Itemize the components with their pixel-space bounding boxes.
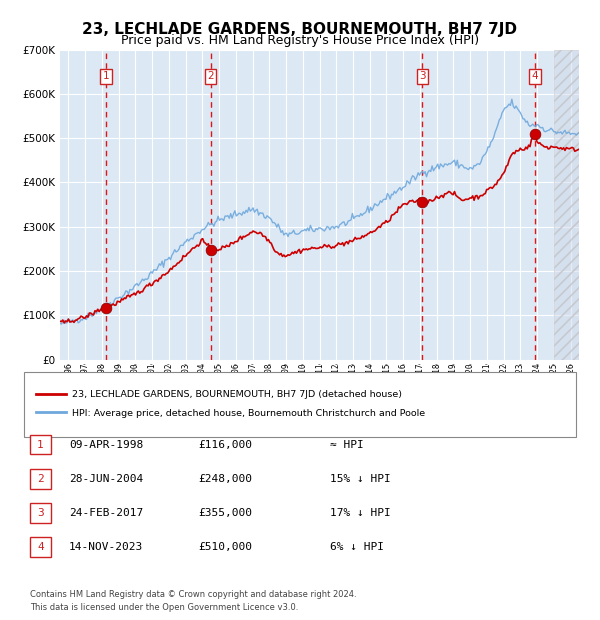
Text: 2024: 2024 [533, 363, 542, 381]
Text: 2014: 2014 [365, 363, 374, 381]
Text: £355,000: £355,000 [198, 508, 252, 518]
Text: £510,000: £510,000 [198, 542, 252, 552]
Text: 1996: 1996 [64, 363, 73, 381]
Text: 17% ↓ HPI: 17% ↓ HPI [330, 508, 391, 518]
Point [418, 197, 427, 207]
Text: 15% ↓ HPI: 15% ↓ HPI [330, 474, 391, 484]
Text: 2: 2 [207, 71, 214, 81]
Text: 2011: 2011 [315, 363, 324, 381]
Text: 3: 3 [419, 71, 426, 81]
Text: 2012: 2012 [332, 363, 341, 381]
Text: 2008: 2008 [265, 363, 274, 381]
Text: 3: 3 [37, 508, 44, 518]
Text: 1997: 1997 [80, 363, 89, 381]
Text: 23, LECHLADE GARDENS, BOURNEMOUTH, BH7 7JD: 23, LECHLADE GARDENS, BOURNEMOUTH, BH7 7… [83, 22, 517, 37]
Text: 2020: 2020 [466, 363, 475, 381]
Point [101, 303, 111, 313]
Text: 2002: 2002 [164, 363, 173, 381]
Text: ≈ HPI: ≈ HPI [330, 440, 364, 450]
Text: 2023: 2023 [516, 363, 525, 381]
Text: 23, LECHLADE GARDENS, BOURNEMOUTH, BH7 7JD (detached house): 23, LECHLADE GARDENS, BOURNEMOUTH, BH7 7… [72, 391, 402, 399]
Text: 1999: 1999 [114, 363, 123, 381]
Bar [554, 50, 579, 360]
Text: 2009: 2009 [281, 363, 290, 381]
Text: 28-JUN-2004: 28-JUN-2004 [69, 474, 143, 484]
Text: £116,000: £116,000 [198, 440, 252, 450]
Text: 2016: 2016 [399, 363, 408, 381]
Text: 2005: 2005 [215, 363, 224, 381]
Text: 1: 1 [37, 440, 44, 450]
Point [206, 245, 215, 255]
Text: 6% ↓ HPI: 6% ↓ HPI [330, 542, 384, 552]
Text: 2015: 2015 [382, 363, 391, 381]
Text: 1: 1 [103, 71, 110, 81]
Text: 2018: 2018 [432, 363, 441, 381]
Text: 4: 4 [532, 71, 538, 81]
Text: 2000: 2000 [131, 363, 140, 381]
Text: £248,000: £248,000 [198, 474, 252, 484]
Text: 2001: 2001 [148, 363, 157, 381]
Point [530, 129, 540, 139]
Text: 4: 4 [37, 542, 44, 552]
Text: 2: 2 [37, 474, 44, 484]
Text: 2025: 2025 [550, 363, 559, 381]
Text: 1998: 1998 [97, 363, 106, 381]
Text: 2007: 2007 [248, 363, 257, 381]
Text: HPI: Average price, detached house, Bournemouth Christchurch and Poole: HPI: Average price, detached house, Bour… [72, 409, 425, 418]
Text: 2019: 2019 [449, 363, 458, 381]
Text: 2003: 2003 [181, 363, 190, 381]
Text: 2026: 2026 [566, 363, 575, 381]
Text: 09-APR-1998: 09-APR-1998 [69, 440, 143, 450]
Text: 14-NOV-2023: 14-NOV-2023 [69, 542, 143, 552]
Text: 2013: 2013 [349, 363, 358, 381]
Bar [554, 50, 579, 360]
Text: Contains HM Land Registry data © Crown copyright and database right 2024.
This d: Contains HM Land Registry data © Crown c… [30, 590, 356, 612]
Text: 2022: 2022 [499, 363, 508, 381]
Text: Price paid vs. HM Land Registry's House Price Index (HPI): Price paid vs. HM Land Registry's House … [121, 34, 479, 47]
Text: 24-FEB-2017: 24-FEB-2017 [69, 508, 143, 518]
Text: 2006: 2006 [231, 363, 240, 381]
Text: 2017: 2017 [415, 363, 424, 381]
Text: 2004: 2004 [198, 363, 207, 381]
Text: 2021: 2021 [482, 363, 491, 381]
Text: 2010: 2010 [298, 363, 307, 381]
